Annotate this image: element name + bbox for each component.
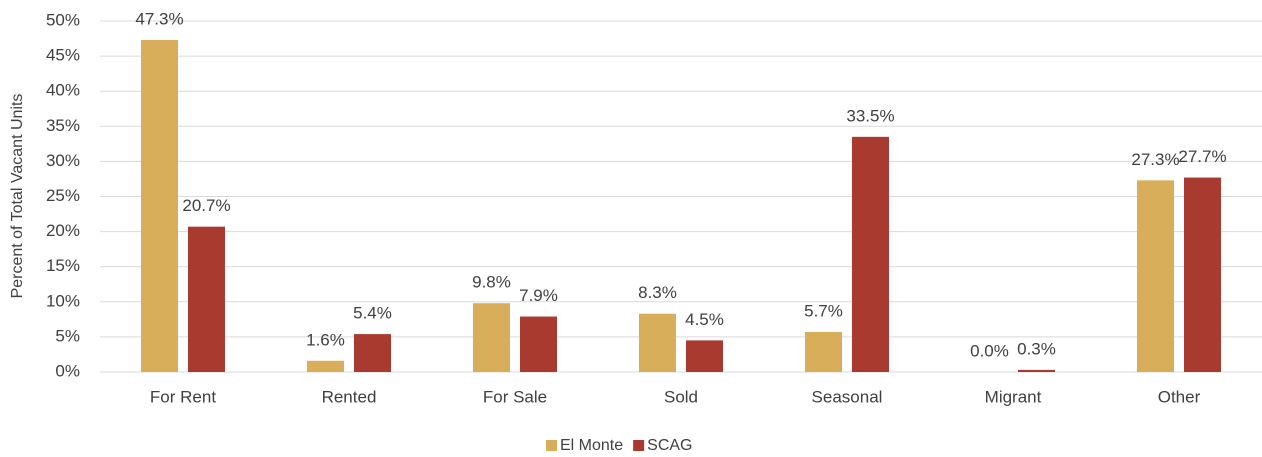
- x-tick-label: Rented: [322, 387, 377, 406]
- bar: [1018, 369, 1055, 372]
- y-tick-label: 15%: [46, 256, 80, 275]
- data-label: 27.3%: [1131, 150, 1179, 169]
- data-label: 1.6%: [306, 330, 345, 349]
- y-tick-label: 0%: [55, 361, 80, 380]
- legend-label: SCAG: [647, 437, 692, 454]
- legend-label: El Monte: [560, 437, 623, 454]
- data-label: 8.3%: [638, 283, 677, 302]
- y-tick-label: 40%: [46, 81, 80, 100]
- y-tick-label: 35%: [46, 116, 80, 135]
- data-label: 0.0%: [970, 341, 1009, 360]
- bar: [852, 136, 889, 372]
- data-label: 9.8%: [472, 273, 511, 292]
- y-tick-label: 25%: [46, 186, 80, 205]
- data-label: 27.7%: [1178, 147, 1226, 166]
- bar: [307, 360, 344, 372]
- legend-swatch: [546, 440, 557, 451]
- bar: [354, 334, 391, 372]
- data-label: 47.3%: [135, 9, 183, 28]
- data-label: 7.9%: [519, 286, 558, 305]
- bar: [473, 303, 510, 372]
- x-tick-label: Seasonal: [812, 387, 883, 406]
- data-label: 0.3%: [1017, 339, 1056, 358]
- data-label: 5.4%: [353, 304, 392, 323]
- y-tick-label: 10%: [46, 291, 80, 310]
- x-tick-label: For Sale: [483, 387, 547, 406]
- y-tick-label: 45%: [46, 46, 80, 65]
- y-tick-label: 50%: [46, 10, 80, 29]
- y-tick-label: 20%: [46, 221, 80, 240]
- data-label: 33.5%: [846, 106, 894, 125]
- bar: [686, 340, 723, 372]
- bar: [805, 331, 842, 372]
- bar: [639, 313, 676, 372]
- x-tick-label: Other: [1158, 387, 1201, 406]
- data-label: 20.7%: [182, 196, 230, 215]
- data-label: 5.7%: [804, 301, 843, 320]
- y-axis-title: Percent of Total Vacant Units: [9, 94, 26, 299]
- y-tick-label: 30%: [46, 151, 80, 170]
- x-tick-label: Sold: [664, 387, 698, 406]
- bar: [1137, 180, 1174, 372]
- legend-swatch: [633, 440, 645, 451]
- bar: [141, 39, 178, 372]
- x-tick-label: Migrant: [985, 387, 1042, 406]
- x-tick-label: For Rent: [150, 387, 216, 406]
- y-tick-label: 5%: [55, 326, 80, 345]
- data-label: 4.5%: [685, 310, 724, 329]
- bar: [1184, 177, 1221, 372]
- bar: [520, 316, 557, 372]
- bar: [188, 226, 225, 372]
